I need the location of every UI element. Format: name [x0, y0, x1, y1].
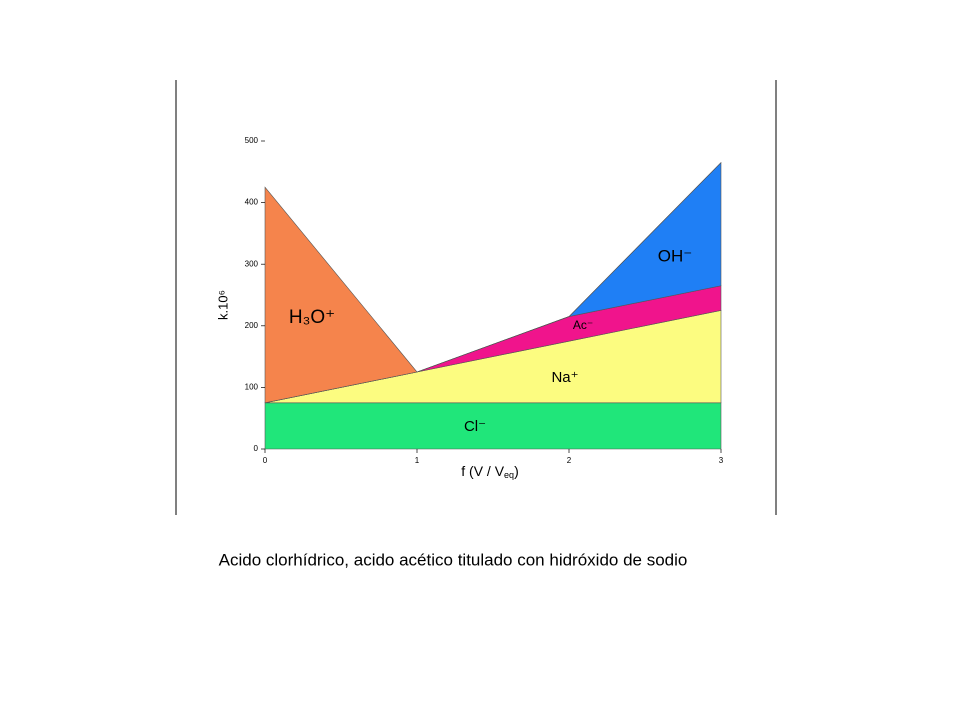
area-label: Cl⁻	[464, 418, 486, 435]
y-tick-label: 0	[254, 444, 259, 453]
x-tick-label: 1	[415, 456, 420, 465]
area	[264, 402, 722, 450]
y-tick-label: 300	[245, 259, 259, 268]
area	[264, 162, 722, 404]
area-label: H₃O⁺	[289, 307, 335, 328]
x-tick-label: 2	[567, 456, 572, 465]
y-tick-label: 200	[245, 321, 259, 330]
plot: Cl⁻ Na⁺ Ac⁻ OH⁻ H₃O⁺ 0 100 200 300 400 500 0 1 2 3	[245, 136, 724, 465]
y-tick-label: 500	[245, 136, 259, 145]
x-axis-label-part: )	[514, 463, 519, 479]
y-tick-label: 400	[245, 198, 259, 207]
x-axis-label-sub: eq	[504, 470, 514, 480]
y-tick-label: 100	[245, 383, 259, 392]
area-label: Na⁺	[551, 369, 578, 386]
x-tick-label: 0	[263, 456, 268, 465]
x-axis-label-part: f (V / V	[461, 463, 504, 479]
x-tick-label: 3	[719, 456, 724, 465]
area-label: Ac⁻	[573, 318, 593, 332]
y-axis-label: k.10⁶	[215, 290, 230, 320]
area-label: OH⁻	[658, 246, 692, 265]
x-axis-label: f (V / Veq)	[461, 463, 518, 481]
caption: Acido clorhídrico, acido acético titulad…	[219, 550, 688, 569]
